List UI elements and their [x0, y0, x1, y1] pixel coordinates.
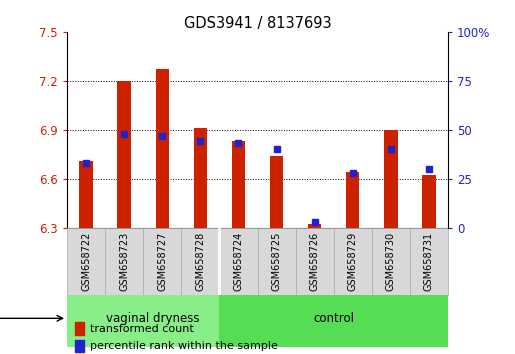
Text: control: control: [313, 312, 354, 325]
Title: GDS3941 / 8137693: GDS3941 / 8137693: [184, 16, 331, 31]
Text: GSM658727: GSM658727: [157, 232, 167, 291]
FancyBboxPatch shape: [372, 228, 410, 295]
Bar: [75, 340, 84, 352]
Text: GSM658723: GSM658723: [119, 232, 129, 291]
FancyBboxPatch shape: [181, 228, 219, 295]
Text: GSM658726: GSM658726: [310, 232, 320, 291]
FancyBboxPatch shape: [143, 228, 181, 295]
Bar: [194, 128, 207, 228]
Bar: [422, 176, 436, 228]
FancyBboxPatch shape: [334, 228, 372, 295]
FancyBboxPatch shape: [67, 295, 219, 347]
Bar: [232, 141, 245, 228]
Text: GSM658730: GSM658730: [386, 232, 396, 291]
Bar: [117, 81, 131, 228]
FancyBboxPatch shape: [296, 228, 334, 295]
Text: vaginal dryness: vaginal dryness: [106, 312, 199, 325]
Bar: [75, 322, 84, 335]
Text: GSM658722: GSM658722: [81, 232, 91, 291]
Bar: [346, 172, 359, 228]
FancyBboxPatch shape: [219, 295, 448, 347]
Text: GSM658725: GSM658725: [271, 232, 282, 291]
Text: GSM658731: GSM658731: [424, 232, 434, 291]
FancyBboxPatch shape: [67, 228, 105, 295]
Text: GSM658728: GSM658728: [195, 232, 205, 291]
Text: percentile rank within the sample: percentile rank within the sample: [90, 341, 278, 351]
FancyBboxPatch shape: [258, 228, 296, 295]
Bar: [156, 69, 169, 228]
Text: transformed count: transformed count: [90, 324, 194, 333]
Bar: [79, 161, 93, 228]
FancyBboxPatch shape: [105, 228, 143, 295]
FancyBboxPatch shape: [410, 228, 448, 295]
Text: GSM658729: GSM658729: [348, 232, 358, 291]
Text: GSM658724: GSM658724: [233, 232, 244, 291]
Bar: [308, 224, 321, 228]
Bar: [384, 130, 398, 228]
Bar: [270, 156, 283, 228]
FancyBboxPatch shape: [219, 228, 258, 295]
